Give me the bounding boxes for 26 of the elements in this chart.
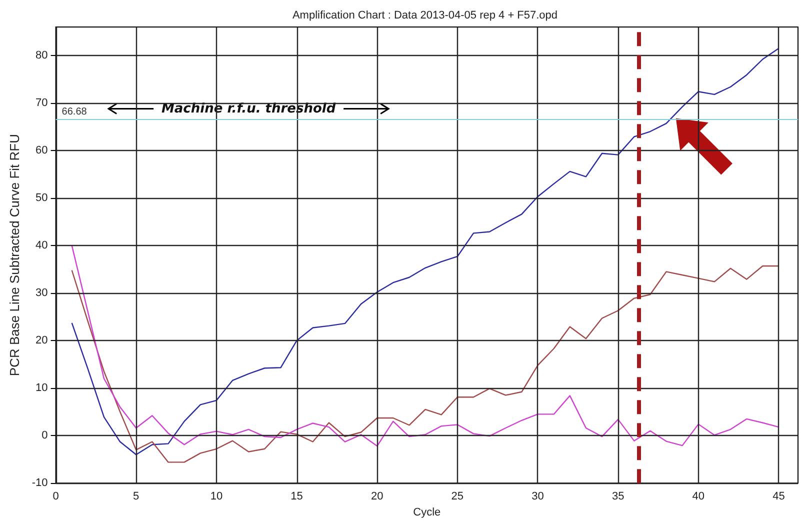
- y-axis-title: PCR Base Line Subtracted Curve Fit RFU: [7, 134, 22, 376]
- line-series: [71, 244, 780, 447]
- y-tick-label: 70: [36, 97, 48, 110]
- x-tick-label: 10: [210, 490, 223, 503]
- y-tick-label: 20: [36, 334, 48, 347]
- y-tick-label: 10: [36, 382, 48, 394]
- y-tick-label: 50: [36, 192, 48, 204]
- y-tick-label: 30: [36, 287, 48, 300]
- x-tick-label: 25: [451, 490, 464, 503]
- x-tick-label: 30: [532, 490, 544, 503]
- x-tick-label: 45: [772, 490, 785, 503]
- ref-line-label: 66.68: [62, 106, 88, 118]
- y-tick-label: 0: [42, 430, 48, 442]
- x-tick-label: 40: [692, 490, 705, 503]
- x-tick-label: 0: [52, 490, 59, 503]
- x-tick-label: 5: [133, 490, 140, 503]
- line-series: [71, 265, 780, 463]
- x-tick-label: 15: [290, 490, 303, 503]
- y-tick-label: 60: [36, 144, 48, 157]
- y-tick-label: 40: [36, 240, 48, 252]
- y-tick-label: -10: [32, 477, 48, 490]
- chart-title: Amplification Chart : Data 2013-04-05 rep 4 + F57.opd: [292, 10, 558, 22]
- y-tick-label: 80: [36, 50, 48, 62]
- x-axis-title: Cycle: [413, 506, 441, 518]
- x-tick-label: 35: [612, 490, 624, 503]
- x-tick-label: 20: [370, 490, 384, 503]
